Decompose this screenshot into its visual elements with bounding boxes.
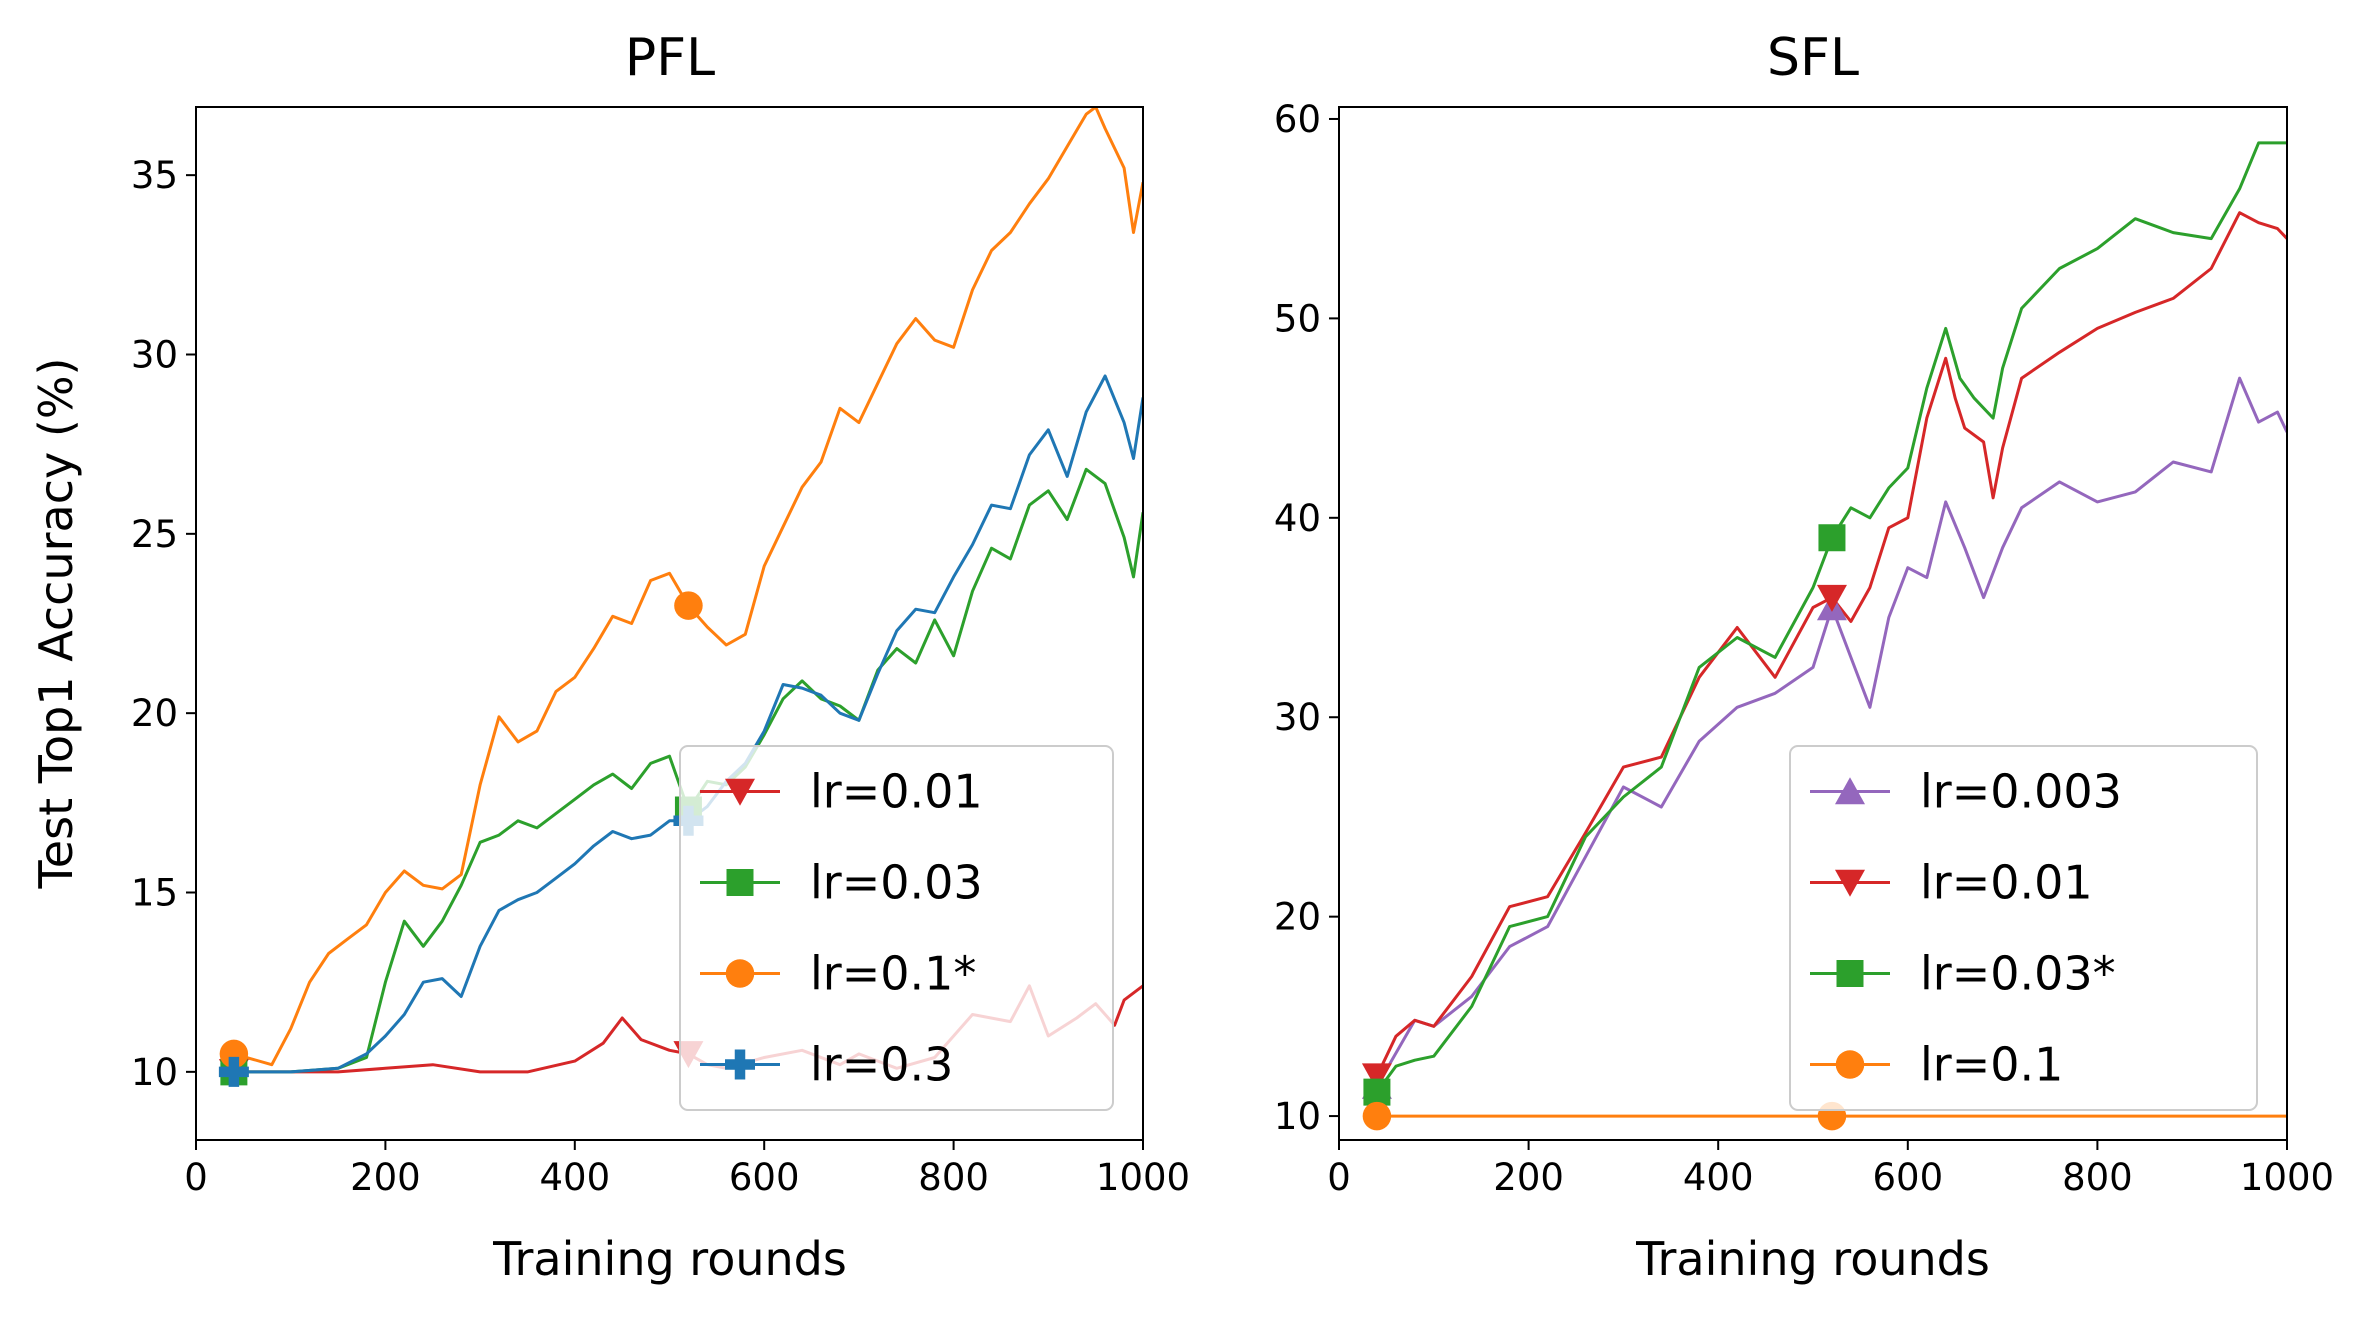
series-line-lr=0.01 <box>1375 211 2287 1077</box>
legend-label-lr=0.1*: lr=0.1* <box>810 947 976 1001</box>
x-tick-label: 800 <box>2062 1156 2133 1199</box>
series-marker-lr=0.3 <box>218 1056 249 1087</box>
y-tick-label: 40 <box>1274 497 1321 540</box>
series-marker-lr=0.1* <box>219 1039 249 1069</box>
series-marker-lr=0.03* <box>1363 1078 1391 1106</box>
x-tick-label: 1000 <box>2240 1156 2334 1199</box>
pfl-title: PFL <box>625 28 715 88</box>
x-tick-label: 600 <box>729 1156 800 1199</box>
x-tick-label: 0 <box>1327 1156 1351 1199</box>
pfl-x-axis-label: Training rounds <box>492 1232 847 1286</box>
pfl-y-axis-label: Test Top1 Accuracy (%) <box>29 358 83 890</box>
legend-box <box>1789 745 2258 1111</box>
legend-label-lr=0.1: lr=0.1 <box>1920 1038 2063 1092</box>
y-tick-label: 15 <box>131 872 178 915</box>
y-tick-label: 35 <box>131 154 178 197</box>
legend-marker-lr=0.03* <box>1836 960 1864 987</box>
legend-marker-lr=0.003 <box>1835 777 1865 805</box>
series-marker-lr=0.1* <box>674 591 703 620</box>
y-tick-label: 25 <box>131 513 178 556</box>
sfl-title: SFL <box>1767 28 1859 88</box>
series-line-lr=0.03* <box>1375 141 2287 1093</box>
legend-box <box>679 745 1114 1111</box>
legend-label-lr=0.01: lr=0.01 <box>1920 856 2093 910</box>
legend-label-lr=0.01: lr=0.01 <box>810 765 983 819</box>
series-line-lr=0.1* <box>233 107 1143 1067</box>
legend-marker-lr=0.01 <box>1835 869 1865 897</box>
legend-marker-lr=0.1 <box>1835 1050 1865 1079</box>
legend-label-lr=0.003: lr=0.003 <box>1920 765 2122 819</box>
legend: lr=0.01 lr=0.03 lr=0.1* lr=0.3 <box>679 745 1114 1111</box>
x-tick-label: 200 <box>1493 1156 1564 1199</box>
x-tick-label: 1000 <box>1096 1156 1190 1199</box>
x-tick-label: 0 <box>184 1156 208 1199</box>
y-tick-label: 60 <box>1274 98 1321 141</box>
legend: lr=0.003 lr=0.01 lr=0.03* lr=0.1 <box>1789 745 2258 1111</box>
sfl-x-axis-label: Training rounds <box>1635 1232 1990 1286</box>
series-marker-lr=0.01 <box>1361 1063 1392 1091</box>
y-tick-label: 20 <box>131 692 178 735</box>
pfl-panel: PFL Test Top1 Accuracy (%) Training roun… <box>29 28 1190 1286</box>
legend-marker-lr=0.1* <box>725 959 755 988</box>
legend-marker-lr=0.03 <box>726 869 754 896</box>
y-tick-label: 50 <box>1274 297 1321 340</box>
series-line-lr=0.003 <box>1375 376 2287 1087</box>
series-marker-lr=0.03* <box>1818 524 1846 552</box>
x-tick-label: 800 <box>918 1156 989 1199</box>
series-marker-lr=0.01 <box>1816 584 1847 612</box>
y-tick-label: 10 <box>1274 1095 1321 1138</box>
x-tick-label: 400 <box>1683 1156 1754 1199</box>
y-tick-label: 10 <box>131 1051 178 1094</box>
x-tick-label: 200 <box>350 1156 421 1199</box>
axes-frame <box>195 106 1144 1141</box>
legend-label-lr=0.3: lr=0.3 <box>810 1038 953 1092</box>
x-tick-label: 600 <box>1872 1156 1943 1199</box>
legend-label-lr=0.03: lr=0.03 <box>810 856 983 910</box>
legend-marker-lr=0.01 <box>725 778 755 806</box>
y-tick-label: 30 <box>131 333 178 376</box>
legend-marker-lr=0.3 <box>725 1049 755 1080</box>
series-marker-lr=0.1 <box>1362 1101 1392 1131</box>
legend-label-lr=0.03*: lr=0.03* <box>1920 947 2116 1001</box>
y-tick-label: 20 <box>1274 896 1321 939</box>
y-tick-label: 30 <box>1274 696 1321 739</box>
x-tick-label: 400 <box>539 1156 610 1199</box>
sfl-panel: SFL Training rounds 0 200 400 600 800 1000 10 2… <box>1274 28 2334 1286</box>
axes-frame <box>1338 106 2288 1141</box>
